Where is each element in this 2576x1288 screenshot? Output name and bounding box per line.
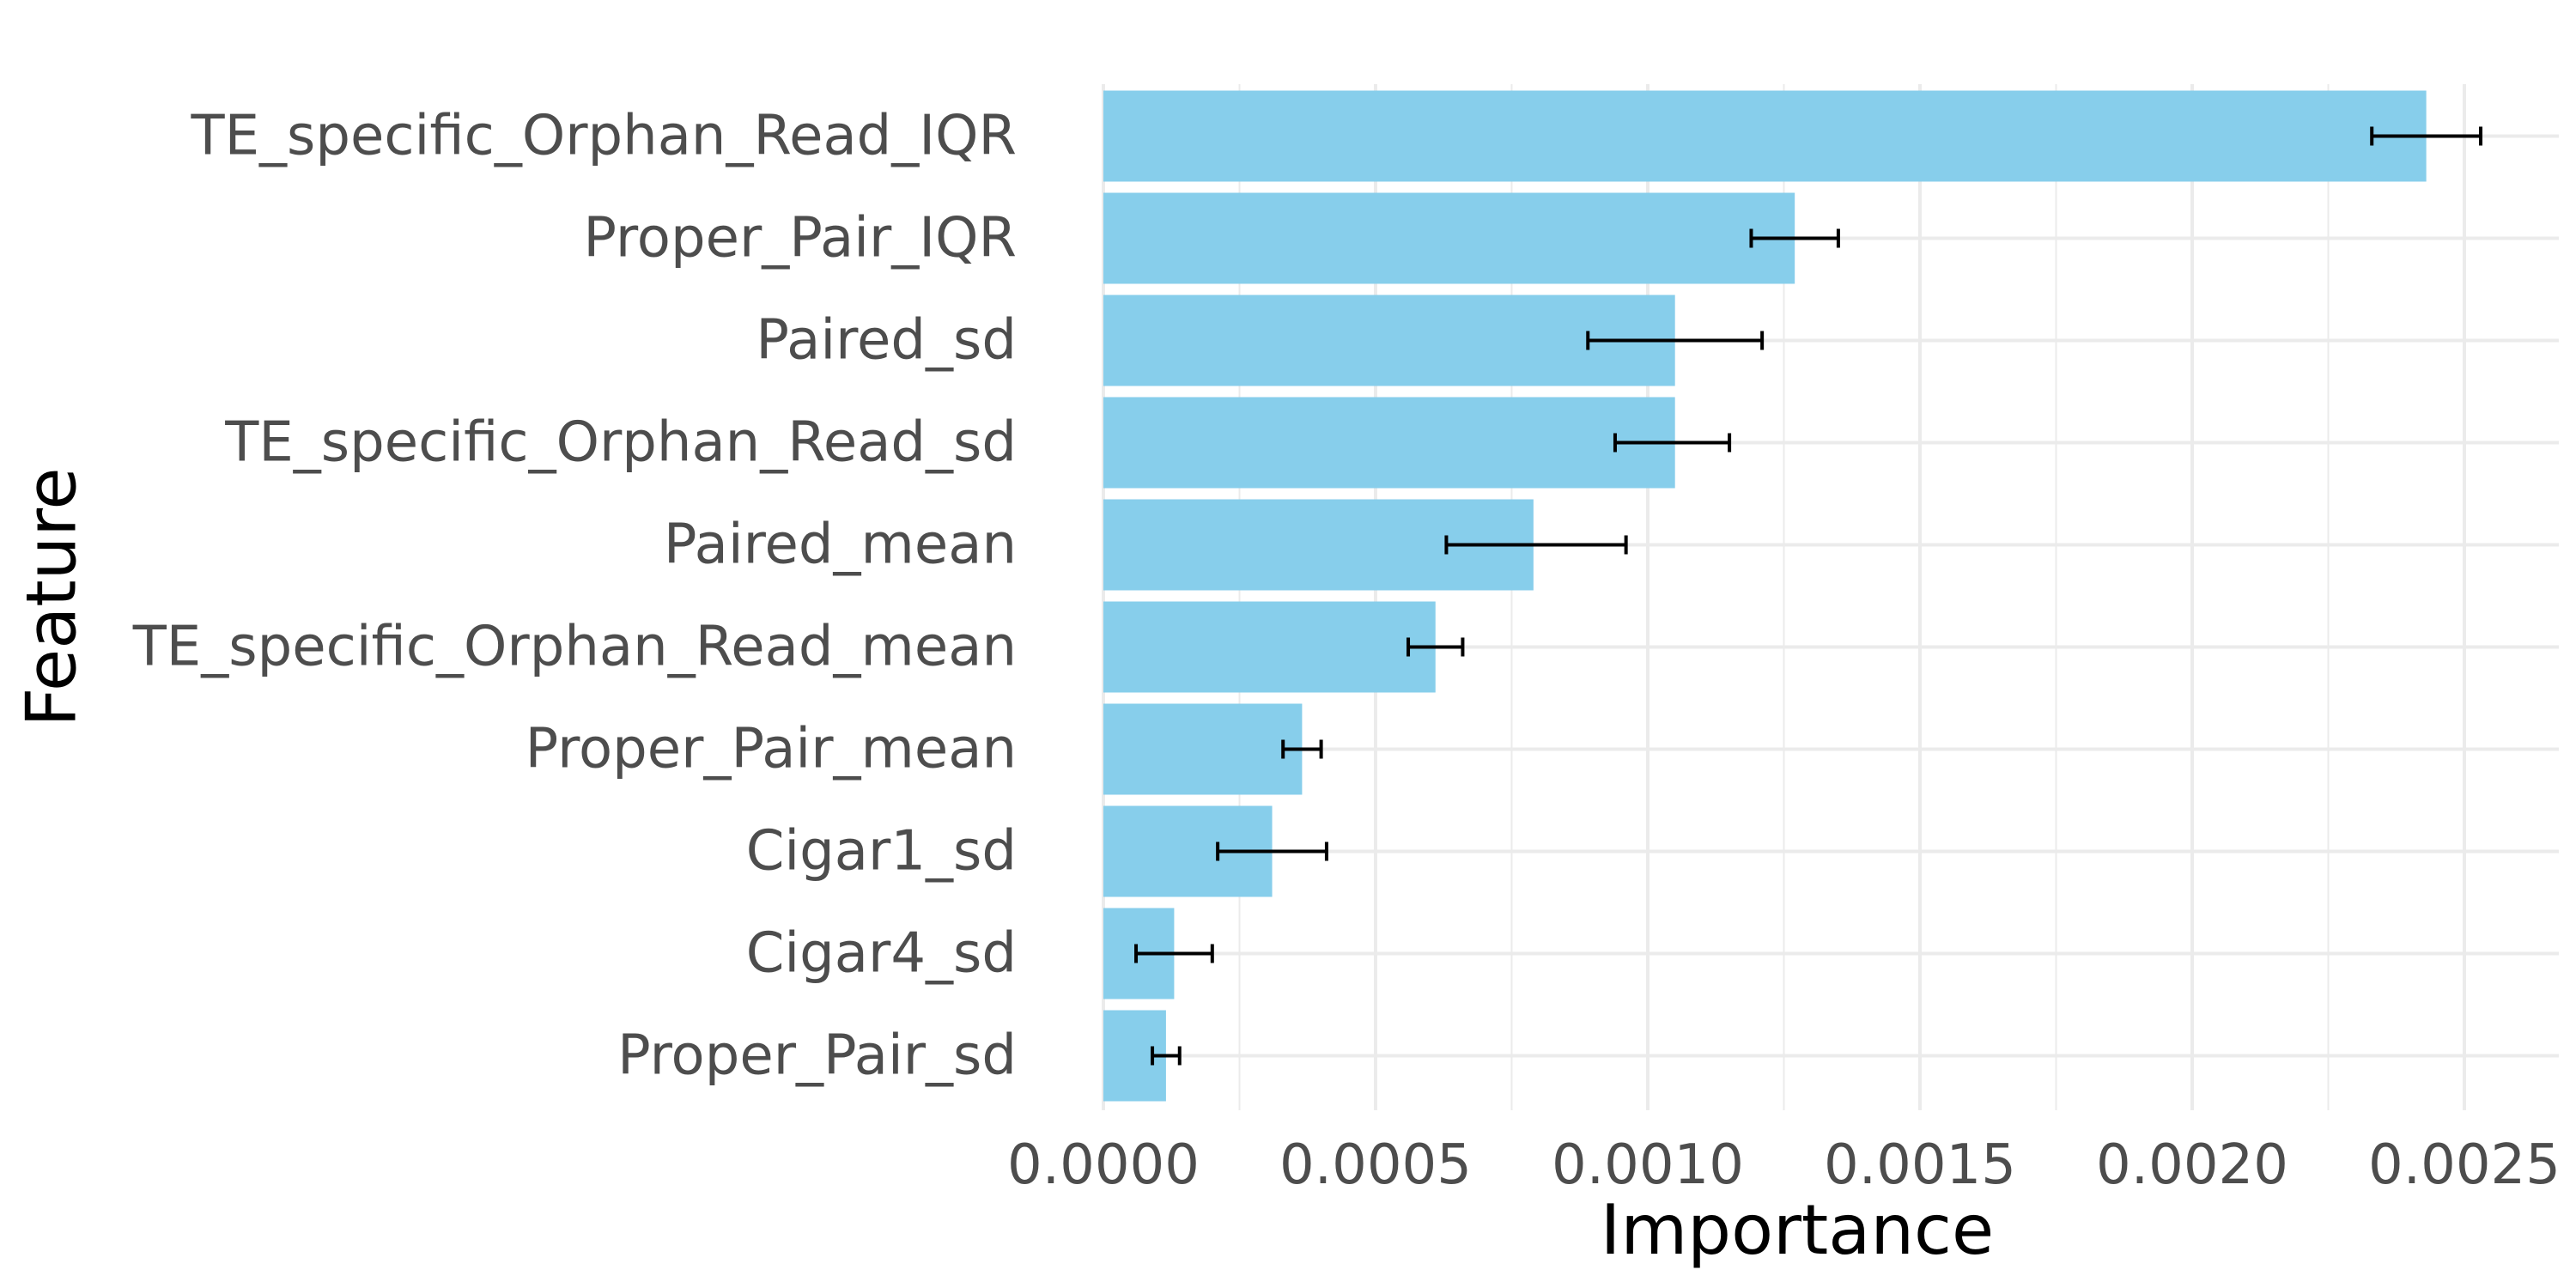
bar — [1103, 601, 1436, 693]
y-tick-label: Proper_Pair_mean — [526, 718, 1017, 781]
x-axis-title: Importance — [1601, 1190, 1994, 1270]
x-tick-label: 0.0000 — [1007, 1133, 1200, 1197]
error-bar — [1613, 433, 1732, 453]
bar — [1103, 90, 2427, 182]
y-tick-label: TE_specific_Orphan_Read_IQR — [190, 105, 1017, 168]
y-tick-label: Cigar4_sd — [746, 922, 1017, 986]
error-bars — [1134, 126, 2483, 1066]
y-tick-label: Proper_Pair_sd — [617, 1024, 1017, 1088]
error-bar — [1749, 228, 1840, 248]
error-bar — [1281, 739, 1323, 759]
y-tick-label: TE_specific_Orphan_Read_mean — [132, 616, 1017, 679]
x-tick-label: 0.0010 — [1552, 1133, 1744, 1197]
error-bar — [1586, 331, 1765, 350]
x-tick-label: 0.0015 — [1824, 1133, 2016, 1197]
bar — [1103, 295, 1675, 386]
error-bar — [2370, 126, 2483, 146]
bar — [1103, 192, 1795, 284]
bar — [1103, 703, 1303, 795]
x-tick-label: 0.0025 — [2368, 1133, 2561, 1197]
error-bar — [1406, 637, 1465, 657]
x-tick-label: 0.0005 — [1279, 1133, 1472, 1197]
x-tick-labels: 0.0000 0.0005 0.0010 0.0015 0.0020 0.0025 — [1007, 1133, 2561, 1197]
y-tick-label: Paired_mean — [664, 513, 1017, 577]
error-bar — [1216, 841, 1328, 861]
y-tick-label: Paired_sd — [756, 309, 1017, 373]
y-tick-label: Proper_Pair_IQR — [583, 207, 1017, 270]
error-bar — [1134, 944, 1214, 963]
x-tick-label: 0.0020 — [2096, 1133, 2288, 1197]
y-tick-label: Cigar1_sd — [746, 820, 1017, 884]
bar — [1103, 397, 1675, 489]
error-bar — [1444, 535, 1628, 555]
y-tick-labels: TE_specific_Orphan_Read_IQR Proper_Pair_I… — [132, 105, 1017, 1088]
y-tick-label: TE_specific_Orphan_Read_sd — [224, 411, 1017, 475]
error-bar — [1151, 1046, 1182, 1066]
y-axis-title: Feature — [12, 467, 92, 726]
bars — [1103, 90, 2427, 1102]
